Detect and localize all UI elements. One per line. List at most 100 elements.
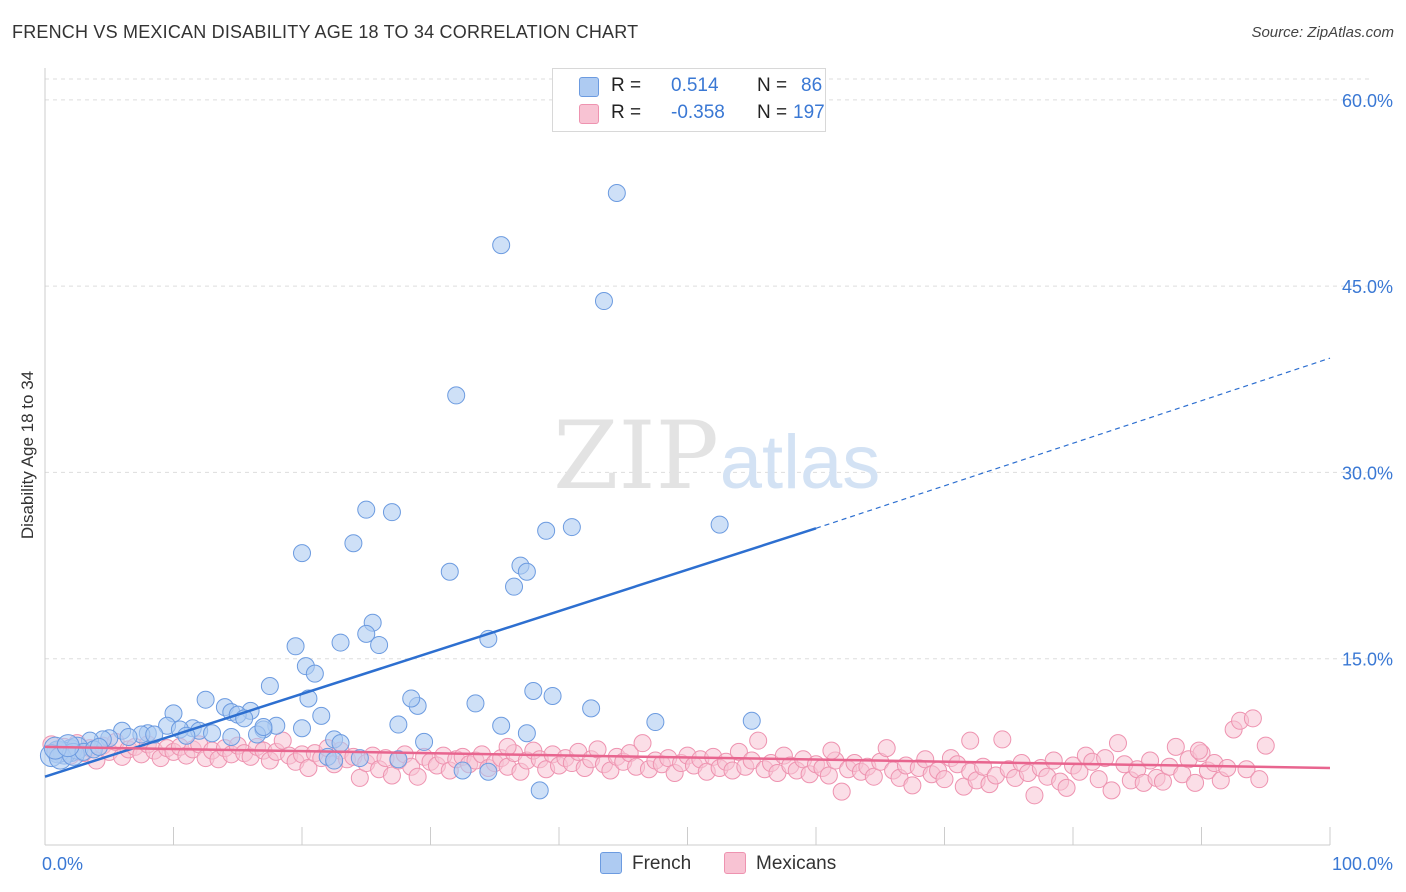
legend-r-label: R = xyxy=(611,102,642,123)
legend-n-value: 86 xyxy=(801,75,823,96)
tick-labels: 15.0% 30.0% 45.0% 60.0% 0.0% 100.0% xyxy=(42,91,1393,874)
french-legend-label: French xyxy=(632,853,692,874)
french-point xyxy=(646,713,665,732)
x-tick-label-min: 0.0% xyxy=(42,854,83,874)
french-point xyxy=(254,718,273,737)
mexican-point xyxy=(903,776,922,795)
french-point xyxy=(196,690,215,709)
mexican-point xyxy=(1218,759,1237,777)
french-swatch xyxy=(579,77,599,97)
french-point xyxy=(305,664,324,683)
mexican-point xyxy=(1189,741,1208,760)
french-point xyxy=(440,562,459,581)
french-point xyxy=(492,236,511,255)
mexican-point xyxy=(819,766,838,785)
mexican-point xyxy=(935,770,954,789)
mexicans-legend-label: Mexicans xyxy=(756,853,837,874)
mexican-point xyxy=(588,740,607,759)
french-point xyxy=(331,633,350,652)
french-point xyxy=(562,518,581,537)
french-point xyxy=(382,503,401,522)
french-point xyxy=(582,699,601,718)
french-point xyxy=(350,749,369,768)
legend-n-label: N = xyxy=(757,75,788,96)
watermark-zip: ZIP xyxy=(553,402,719,511)
mexican-point xyxy=(1096,749,1115,768)
french-point xyxy=(517,724,536,743)
french-point xyxy=(479,762,498,781)
mexican-point xyxy=(1025,786,1044,805)
french-point xyxy=(530,781,549,800)
mexican-point xyxy=(1250,770,1269,789)
mexican-point xyxy=(299,759,318,777)
french-point xyxy=(203,724,222,743)
french-point xyxy=(517,562,536,581)
trend-lines xyxy=(44,357,1331,778)
mexican-point xyxy=(498,737,517,756)
french-point xyxy=(447,386,466,405)
french-point xyxy=(594,292,613,311)
y-tick-label: 60.0% xyxy=(1342,91,1393,111)
mexican-point xyxy=(1256,736,1275,755)
mexican-point xyxy=(832,782,851,801)
mexican-point xyxy=(1102,781,1121,800)
french-point xyxy=(260,677,279,696)
mexican-point xyxy=(961,731,980,750)
french-point xyxy=(505,577,524,596)
mexican-point xyxy=(729,742,748,761)
french-trend-line xyxy=(44,527,817,778)
mexican-point xyxy=(1237,760,1256,779)
source-label: Source: ZipAtlas.com xyxy=(1251,24,1394,41)
mexican-point xyxy=(742,751,761,770)
y-tick-label: 45.0% xyxy=(1342,277,1393,297)
mexican-point xyxy=(1166,737,1185,756)
mexican-point xyxy=(864,767,883,786)
french-point xyxy=(331,734,350,753)
stats-legend: R = 0.514 N = 86 R = -0.358 N = 197 xyxy=(552,68,826,132)
legend-n-value: 197 xyxy=(793,102,825,123)
grid-layer xyxy=(45,78,1370,660)
french-point xyxy=(537,521,556,540)
mexican-point xyxy=(382,766,401,785)
legend-r-value: 0.514 xyxy=(671,75,719,96)
watermark: ZIP atlas xyxy=(553,402,880,511)
mexican-point xyxy=(408,767,427,786)
x-tick-label-max: 100.0% xyxy=(1332,854,1393,874)
french-point xyxy=(466,694,485,713)
french-point xyxy=(357,500,376,519)
chart-title: FRENCH VS MEXICAN DISABILITY AGE 18 TO 3… xyxy=(12,22,639,42)
mexican-point xyxy=(822,741,841,760)
french-point xyxy=(524,682,543,700)
legend-r-value: -0.358 xyxy=(671,102,725,123)
bottom-legend-french: French xyxy=(600,852,691,876)
french-trend-extension xyxy=(815,357,1331,529)
french-point xyxy=(389,715,408,734)
mexican-point xyxy=(1186,773,1205,792)
mexican-point xyxy=(1243,709,1262,728)
mexican-point xyxy=(916,750,935,769)
french-point xyxy=(389,750,408,769)
mexicans-legend-swatch xyxy=(724,852,746,874)
french-point xyxy=(492,716,511,735)
french-point xyxy=(145,725,164,744)
mexican-point xyxy=(1153,772,1172,791)
legend-r-label: R = xyxy=(611,75,642,96)
french-legend-swatch xyxy=(600,852,622,874)
french-point xyxy=(543,686,562,705)
mexicans-swatch xyxy=(579,104,599,124)
french-point xyxy=(56,734,80,758)
mexican-point xyxy=(633,734,652,753)
mexican-trend-line xyxy=(44,745,1331,770)
french-point xyxy=(357,624,376,643)
mexican-point xyxy=(350,768,369,787)
french-point xyxy=(742,711,761,730)
french-point xyxy=(293,719,311,738)
mexican-point xyxy=(1089,770,1108,789)
french-point xyxy=(325,751,344,770)
french-point xyxy=(286,637,305,656)
mexican-point xyxy=(1057,778,1076,797)
french-point xyxy=(402,689,421,708)
mexican-point xyxy=(1044,751,1063,770)
axis-layer xyxy=(44,68,1331,846)
